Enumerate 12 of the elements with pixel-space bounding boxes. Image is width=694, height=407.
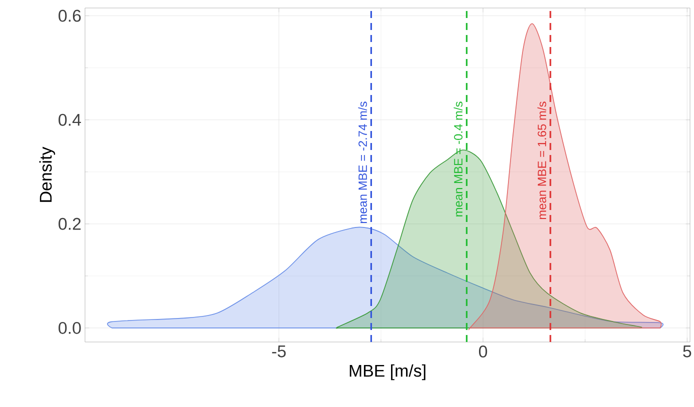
y-tick-label: 0.6 [58, 10, 81, 22]
y-axis-title: Density [39, 146, 56, 202]
ref-line-label: mean MBE = 1.65 m/s [537, 102, 546, 220]
x-axis-title: MBE [m/s] [350, 364, 426, 380]
ref-line-label: mean MBE = -2.74 m/s [358, 102, 367, 224]
y-tick-label: 0.0 [58, 322, 81, 334]
ref-line-label: mean MBE = -0.4 m/s [454, 102, 462, 216]
x-tick-label: -5 [272, 346, 286, 358]
x-tick-label: 5 [683, 346, 692, 358]
y-tick-label: 0.4 [58, 114, 81, 126]
x-tick-label: 0 [478, 346, 488, 358]
y-tick-label: 0.2 [58, 218, 81, 230]
